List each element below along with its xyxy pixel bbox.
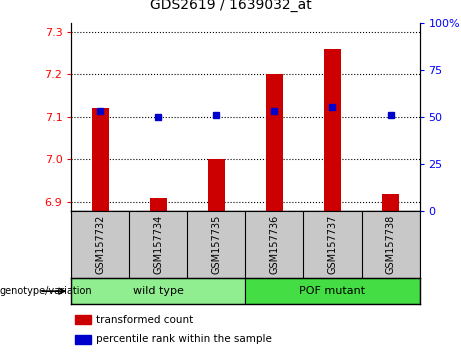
Text: percentile rank within the sample: percentile rank within the sample — [96, 335, 272, 344]
Bar — [71, 278, 245, 304]
Bar — [208, 159, 225, 211]
Bar — [266, 74, 283, 211]
Text: GSM157735: GSM157735 — [212, 215, 221, 274]
Bar — [245, 278, 420, 304]
Bar — [75, 335, 91, 343]
Bar — [324, 48, 341, 211]
Bar — [382, 194, 399, 211]
Bar — [92, 108, 109, 211]
Text: GSM157738: GSM157738 — [385, 215, 396, 274]
Text: GSM157737: GSM157737 — [327, 215, 337, 274]
Text: wild type: wild type — [133, 286, 184, 296]
Text: transformed count: transformed count — [96, 315, 193, 325]
Text: genotype/variation: genotype/variation — [0, 286, 93, 296]
Text: POF mutant: POF mutant — [300, 286, 366, 296]
Bar — [150, 198, 167, 211]
Bar — [75, 315, 91, 324]
Text: GSM157736: GSM157736 — [270, 215, 279, 274]
Text: GSM157734: GSM157734 — [154, 215, 164, 274]
Text: GDS2619 / 1639032_at: GDS2619 / 1639032_at — [150, 0, 311, 12]
Text: GSM157732: GSM157732 — [95, 215, 106, 274]
